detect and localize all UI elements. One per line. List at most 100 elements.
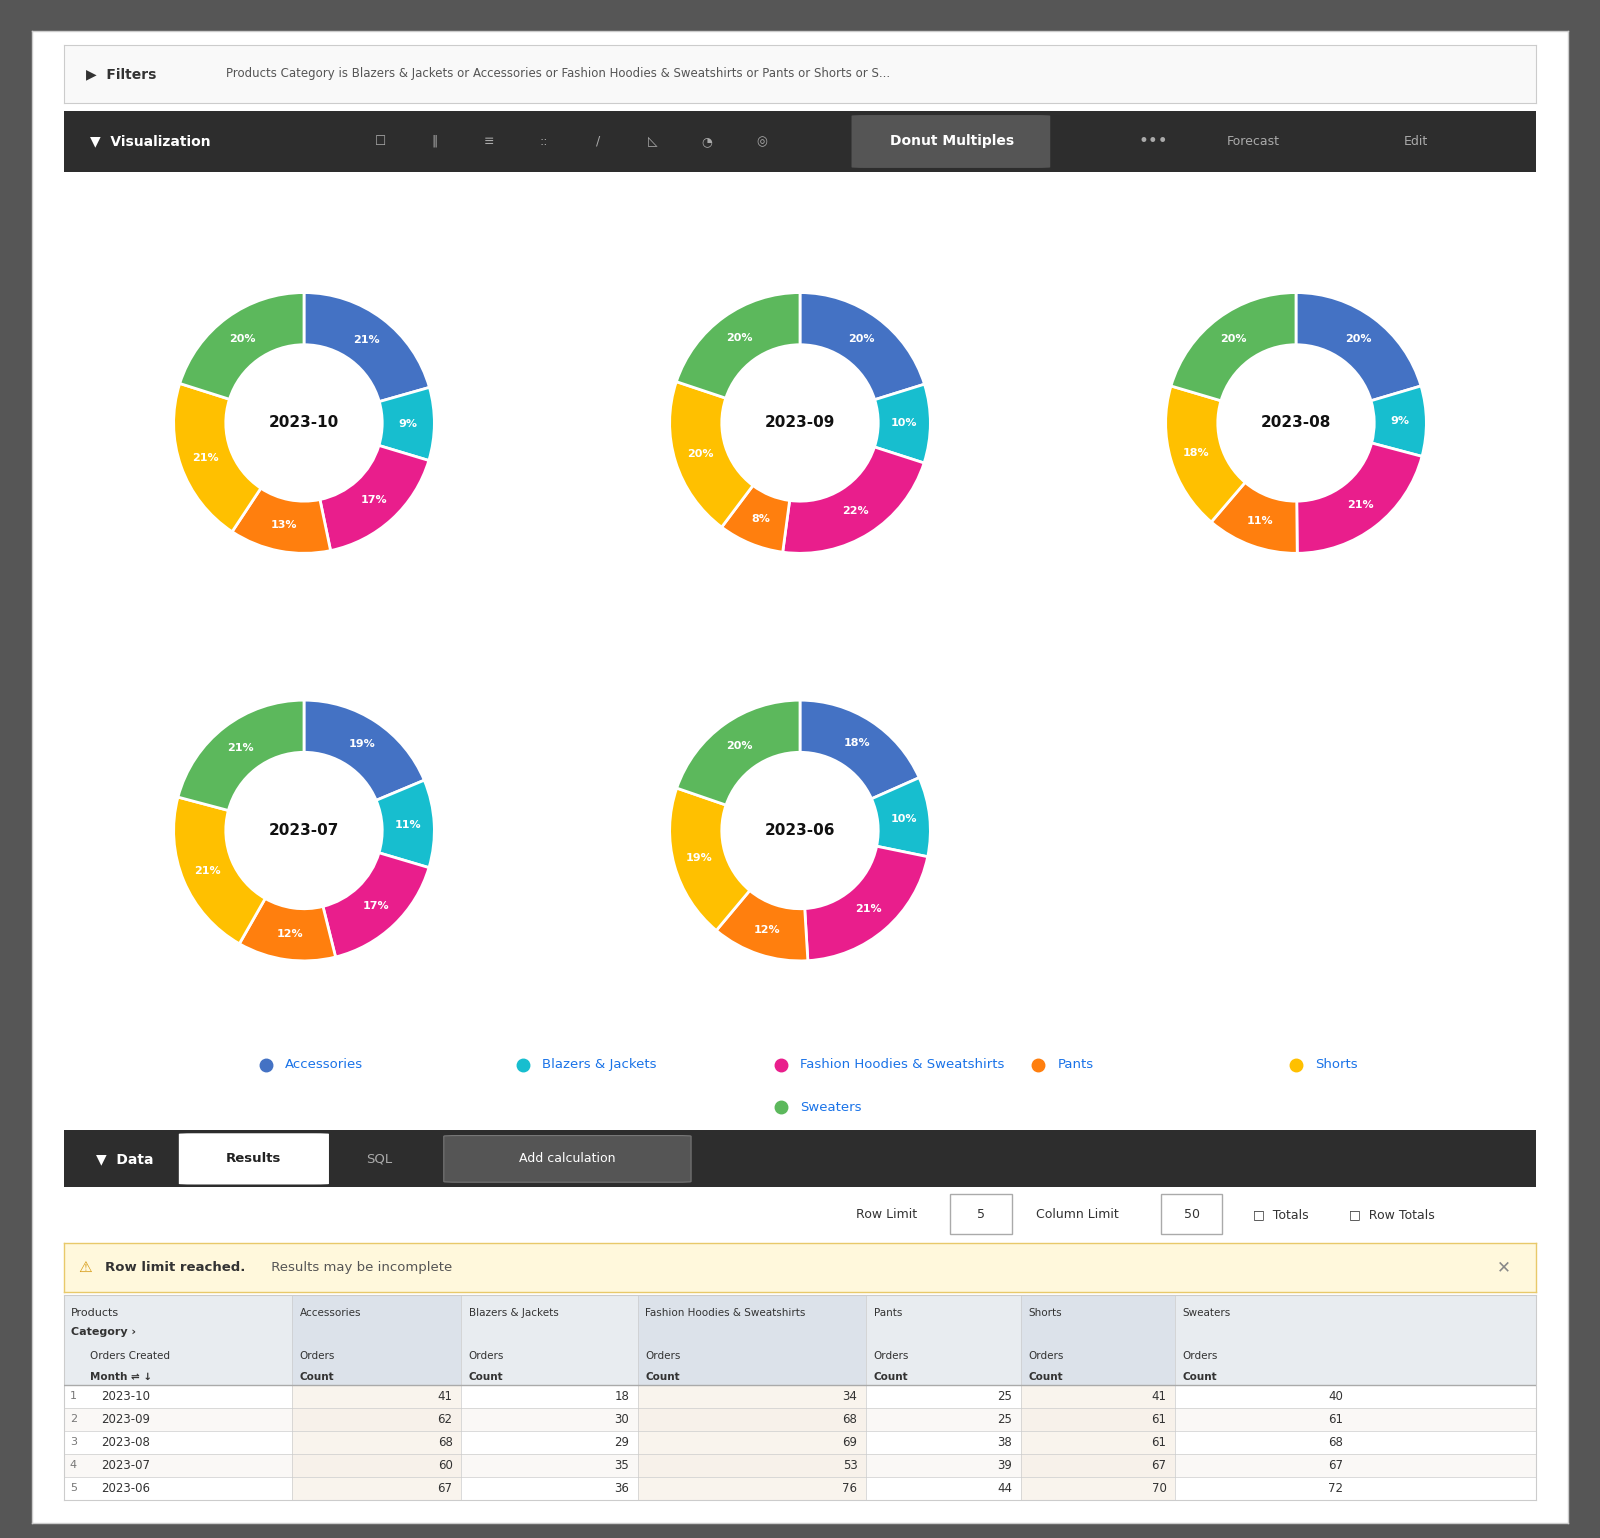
Wedge shape [670,381,754,528]
Text: SQL: SQL [366,1152,392,1166]
Text: 21%: 21% [192,452,219,463]
Bar [638,1295,866,1500]
Wedge shape [232,488,331,554]
Text: Pants: Pants [874,1309,902,1318]
Wedge shape [805,846,928,961]
Wedge shape [174,797,266,944]
Text: 2: 2 [70,1415,77,1424]
Wedge shape [323,852,429,957]
Text: ‖: ‖ [432,135,438,148]
Text: 61: 61 [1328,1413,1342,1426]
Text: 9%: 9% [1390,417,1410,426]
Bar [293,1295,461,1386]
Text: Orders Created: Orders Created [91,1352,171,1361]
Text: 20%: 20% [1221,334,1246,345]
Bar [293,1295,461,1500]
Text: Pants: Pants [1058,1058,1094,1072]
Text: Sweaters: Sweaters [800,1101,861,1114]
Text: 19%: 19% [349,738,374,749]
Text: Products Category is Blazers & Jackets or Accessories or Fashion Hoodies & Sweat: Products Category is Blazers & Jackets o… [226,68,890,80]
Text: Fashion Hoodies & Sweatshirts: Fashion Hoodies & Sweatshirts [800,1058,1005,1072]
Text: 21%: 21% [1347,500,1373,511]
Wedge shape [320,446,429,551]
Text: 70: 70 [1152,1481,1166,1495]
Wedge shape [174,383,261,532]
Text: Shorts: Shorts [1029,1309,1062,1318]
Text: □  Totals: □ Totals [1253,1207,1309,1221]
Text: 21%: 21% [195,866,221,875]
Wedge shape [1171,292,1296,401]
Text: ⚠: ⚠ [78,1260,93,1275]
Text: 20%: 20% [686,449,714,458]
Text: Category ›: Category › [72,1327,136,1337]
Bar [1021,1295,1176,1500]
Wedge shape [722,486,790,552]
FancyBboxPatch shape [1160,1193,1222,1235]
Text: 8%: 8% [750,514,770,524]
Text: Orders: Orders [645,1352,682,1361]
Text: 2023-06: 2023-06 [765,823,835,838]
Text: 9%: 9% [398,418,418,429]
Text: 5: 5 [978,1207,986,1221]
Text: 2023-10: 2023-10 [101,1390,150,1403]
Text: 68: 68 [843,1413,858,1426]
Text: Count: Count [645,1372,680,1381]
Text: ✕: ✕ [1496,1258,1510,1277]
Text: 2023-06: 2023-06 [101,1481,150,1495]
Text: 2023-09: 2023-09 [101,1413,150,1426]
Text: 25: 25 [997,1390,1011,1403]
Text: 11%: 11% [395,820,421,831]
Wedge shape [376,780,434,867]
Text: Count: Count [469,1372,504,1381]
Text: 36: 36 [614,1481,629,1495]
Text: Blazers & Jackets: Blazers & Jackets [542,1058,658,1072]
Text: 61: 61 [1152,1413,1166,1426]
Text: •••: ••• [1139,132,1168,151]
Text: Sweaters: Sweaters [1182,1309,1230,1318]
Text: 2023-09: 2023-09 [765,415,835,431]
Text: □  Row Totals: □ Row Totals [1349,1207,1435,1221]
Text: Count: Count [1182,1372,1218,1381]
Text: 20%: 20% [229,334,256,345]
Wedge shape [179,292,304,400]
Text: Count: Count [874,1372,909,1381]
Bar [638,1295,866,1386]
Text: Products: Products [72,1309,120,1318]
Text: ≡: ≡ [485,135,494,148]
Wedge shape [670,787,750,930]
Text: 2023-08: 2023-08 [1261,415,1331,431]
Text: 34: 34 [843,1390,858,1403]
Text: Accessories: Accessories [285,1058,363,1072]
Wedge shape [1211,483,1298,554]
FancyBboxPatch shape [950,1193,1011,1235]
Text: Orders: Orders [469,1352,504,1361]
Text: ▼  Data: ▼ Data [96,1152,154,1166]
Text: ◔: ◔ [702,135,712,148]
Text: 10%: 10% [891,418,917,429]
Text: 72: 72 [1328,1481,1342,1495]
Bar [64,1453,1536,1476]
Text: /: / [597,135,600,148]
Text: 11%: 11% [1246,515,1274,526]
Text: 61: 61 [1152,1436,1166,1449]
Text: 5: 5 [70,1483,77,1493]
Text: 1: 1 [70,1392,77,1401]
Wedge shape [178,700,304,811]
Text: 10%: 10% [891,814,917,824]
Wedge shape [800,700,918,798]
Text: 50: 50 [1184,1207,1200,1221]
FancyBboxPatch shape [851,115,1050,168]
Text: 21%: 21% [227,743,254,754]
Text: 19%: 19% [686,854,714,863]
Text: ▶  Filters: ▶ Filters [86,66,157,82]
Text: 4: 4 [70,1460,77,1470]
Bar [64,1386,1536,1407]
Wedge shape [304,700,424,800]
Wedge shape [240,898,336,961]
Text: 41: 41 [438,1390,453,1403]
Text: 53: 53 [843,1458,858,1472]
Text: Orders: Orders [1182,1352,1218,1361]
Text: 44: 44 [997,1481,1011,1495]
Bar [1021,1295,1176,1386]
Text: 21%: 21% [354,335,381,345]
